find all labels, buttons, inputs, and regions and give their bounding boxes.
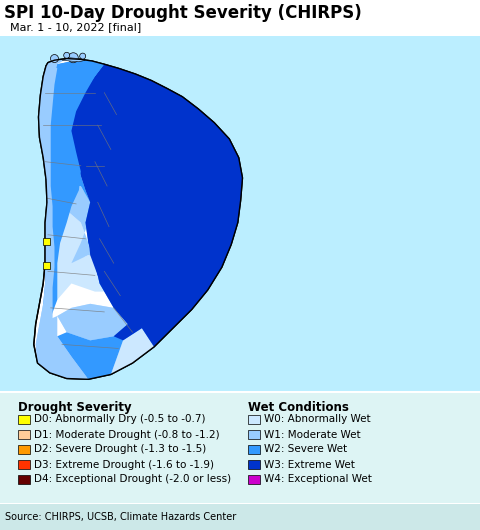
Polygon shape — [88, 64, 198, 288]
Polygon shape — [36, 58, 128, 379]
Polygon shape — [43, 59, 104, 202]
Polygon shape — [34, 58, 242, 379]
Bar — [18, 415, 30, 424]
Text: Source: CHIRPS, UCSB, Climate Hazards Center: Source: CHIRPS, UCSB, Climate Hazards Ce… — [5, 512, 236, 522]
Bar — [18, 430, 30, 439]
Circle shape — [64, 52, 70, 58]
Polygon shape — [111, 316, 173, 374]
Circle shape — [80, 53, 85, 59]
Bar — [248, 460, 260, 469]
Bar — [43, 238, 49, 245]
Text: Mar. 1 - 10, 2022 [final]: Mar. 1 - 10, 2022 [final] — [10, 22, 141, 32]
Text: W1: Moderate Wet: W1: Moderate Wet — [264, 429, 360, 439]
Text: W3: Extreme Wet: W3: Extreme Wet — [264, 460, 355, 470]
Text: D3: Extreme Drought (-1.6 to -1.9): D3: Extreme Drought (-1.6 to -1.9) — [34, 460, 214, 470]
Bar — [248, 415, 260, 424]
Bar — [43, 262, 49, 269]
Text: W0: Abnormally Wet: W0: Abnormally Wet — [264, 414, 371, 425]
Polygon shape — [57, 304, 128, 340]
Circle shape — [68, 53, 78, 63]
Bar — [0, 504, 480, 530]
Bar — [248, 475, 260, 484]
Bar — [0, 36, 480, 391]
Polygon shape — [57, 64, 154, 379]
Text: D2: Severe Drought (-1.3 to -1.5): D2: Severe Drought (-1.3 to -1.5) — [34, 445, 206, 455]
Polygon shape — [36, 63, 57, 373]
Text: D4: Exceptional Drought (-2.0 or less): D4: Exceptional Drought (-2.0 or less) — [34, 474, 231, 484]
Bar — [0, 393, 480, 503]
Polygon shape — [43, 59, 104, 317]
Text: Drought Severity: Drought Severity — [18, 401, 132, 414]
Text: D1: Moderate Drought (-0.8 to -1.2): D1: Moderate Drought (-0.8 to -1.2) — [34, 429, 220, 439]
Text: W2: Severe Wet: W2: Severe Wet — [264, 445, 347, 455]
Polygon shape — [70, 64, 242, 347]
Text: SPI 10-Day Drought Severity (CHIRPS): SPI 10-Day Drought Severity (CHIRPS) — [4, 4, 362, 22]
Polygon shape — [67, 255, 119, 292]
Polygon shape — [62, 58, 85, 62]
Bar — [18, 445, 30, 454]
Polygon shape — [67, 186, 104, 227]
Bar — [18, 475, 30, 484]
Text: D0: Abnormally Dry (-0.5 to -0.7): D0: Abnormally Dry (-0.5 to -0.7) — [34, 414, 205, 425]
Text: W4: Exceptional Wet: W4: Exceptional Wet — [264, 474, 372, 484]
Circle shape — [50, 55, 59, 63]
Polygon shape — [45, 202, 88, 320]
Text: Wet Conditions: Wet Conditions — [248, 401, 349, 414]
Bar — [248, 445, 260, 454]
Bar — [248, 430, 260, 439]
Bar — [18, 460, 30, 469]
